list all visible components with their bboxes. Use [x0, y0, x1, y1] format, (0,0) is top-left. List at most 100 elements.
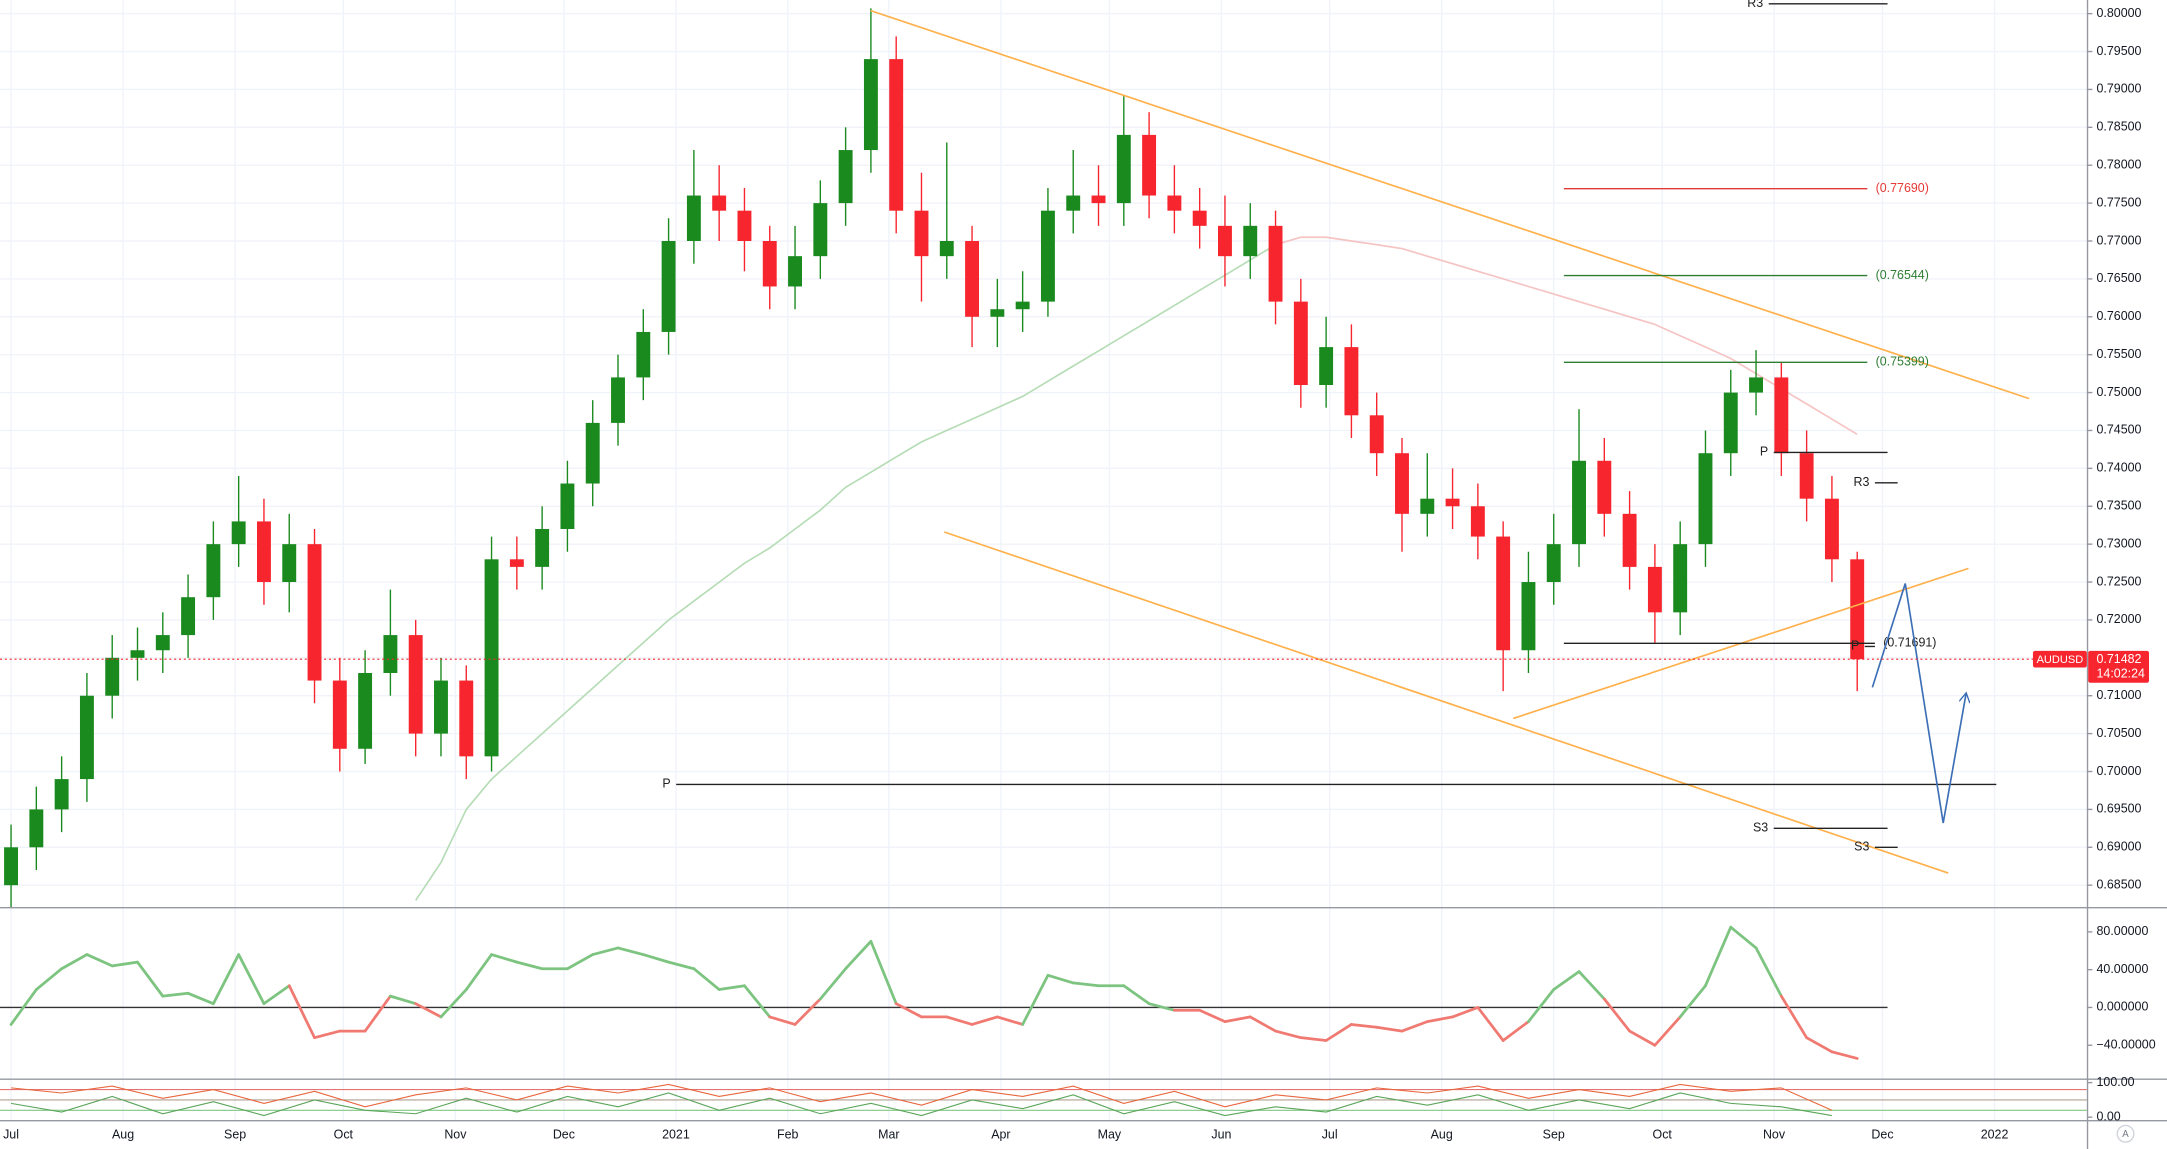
- candle-body: [535, 528, 550, 567]
- candle-body: [1496, 536, 1511, 651]
- candle-body: [1774, 377, 1789, 454]
- candle-body: [332, 680, 347, 749]
- x-tick-label: Aug: [112, 1127, 134, 1141]
- candle-body: [155, 635, 170, 651]
- candle-body: [863, 59, 878, 151]
- oscillator-segment: [1704, 925, 1733, 988]
- oscillator-segment: [9, 988, 38, 1026]
- x-tick-label: Nov: [1763, 1127, 1786, 1141]
- candle-body: [1470, 506, 1485, 537]
- x-tick-label: 2022: [1981, 1127, 2009, 1141]
- oscillator-segment: [591, 946, 620, 956]
- last-price-label: 0.71482: [2097, 652, 2142, 666]
- candle-body: [1597, 460, 1612, 514]
- symbol-badge: [2032, 650, 2087, 668]
- candle-body: [1116, 134, 1131, 204]
- oscillator-segment: [1350, 1023, 1379, 1029]
- oscillator-segment: [110, 960, 139, 968]
- x-tick-label: Oct: [1653, 1127, 1673, 1141]
- oscillator-segment: [1602, 997, 1631, 1033]
- pivot-label: (0.71691): [1883, 636, 1936, 650]
- oscillator-segment: [1147, 1002, 1176, 1012]
- oscillator-segment: [1451, 1006, 1480, 1019]
- pivot-label: (0.76544): [1876, 268, 1929, 282]
- candle-body: [79, 695, 94, 780]
- y-tick-label: 0.70000: [2097, 764, 2142, 778]
- pivot-label: (0.77690): [1876, 181, 1929, 195]
- oscillator-segment: [768, 1015, 797, 1026]
- y-tick-label: 0.78000: [2097, 157, 2142, 171]
- oscillator-segment: [970, 1015, 999, 1026]
- auto-scale-circle[interactable]: [2116, 1124, 2135, 1143]
- candle-body: [256, 521, 271, 583]
- candle-body: [54, 779, 69, 810]
- candle-body: [965, 241, 980, 317]
- pivot-label: P: [662, 777, 670, 791]
- oscillator-segment: [1628, 1029, 1657, 1047]
- oscillator-segment: [34, 967, 64, 991]
- candle-body: [1647, 566, 1662, 613]
- oscillator-segment: [211, 953, 241, 1006]
- candle-body: [1218, 225, 1232, 257]
- oscillator-segment: [1324, 1023, 1353, 1042]
- candle-body: [661, 241, 676, 332]
- oscillator-segment: [85, 953, 114, 968]
- auto-scale-label[interactable]: A: [2122, 1129, 2129, 1140]
- oscillator-segment: [616, 946, 645, 956]
- candle-body: [611, 377, 625, 423]
- y-tick-label: 0.72500: [2097, 574, 2142, 588]
- candle-body: [1420, 498, 1435, 514]
- x-tick-label: Mar: [878, 1127, 899, 1141]
- oscillator-segment: [439, 988, 468, 1019]
- y-tick-label: 100.00: [2097, 1075, 2135, 1089]
- candle-body: [889, 59, 904, 211]
- x-tick-label: Jun: [1211, 1127, 1231, 1141]
- candle-body: [1572, 460, 1586, 545]
- y-tick-label: 0.74000: [2097, 461, 2142, 475]
- candle-body: [1268, 225, 1283, 302]
- oscillator-segment: [186, 991, 215, 1006]
- candle-body: [1445, 498, 1460, 507]
- y-tick-label: 0.71000: [2097, 688, 2142, 702]
- y-tick-label: 0.80000: [2097, 6, 2142, 20]
- y-tick-label: 0.77000: [2097, 233, 2142, 247]
- y-tick-label: 0.00: [2097, 1109, 2121, 1123]
- y-tick-label: 0.74500: [2097, 423, 2142, 437]
- oscillator-segment: [1021, 973, 1050, 1026]
- pivot-label: P: [1851, 639, 1859, 653]
- y-tick-label: 0.72000: [2097, 612, 2142, 626]
- last-price-badge: [2088, 650, 2150, 683]
- candle-body: [4, 847, 19, 886]
- candle-body: [1066, 195, 1081, 211]
- stochastic-line: [10, 1092, 1832, 1117]
- trend-line: [943, 531, 1949, 874]
- candle-body: [1546, 544, 1561, 583]
- pivot-label: P: [1760, 445, 1768, 459]
- candle-body: [788, 256, 802, 287]
- overlay-line: [415, 244, 1277, 901]
- oscillator-segment: [995, 1015, 1025, 1026]
- candle-body: [1344, 347, 1359, 416]
- candle-body: [484, 559, 499, 757]
- projection-arrow: [1871, 583, 1966, 824]
- x-tick-label: Sep: [1543, 1127, 1565, 1141]
- oscillator-segment: [1527, 988, 1556, 1024]
- oscillator-segment: [869, 939, 898, 1006]
- candle-body: [307, 544, 322, 681]
- y-tick-label: 40.00000: [2097, 962, 2149, 976]
- trend-line: [870, 9, 2030, 400]
- candle-body: [560, 483, 575, 529]
- oscillator-segment: [1779, 994, 1809, 1040]
- x-tick-label: May: [1098, 1127, 1122, 1141]
- candle-body: [1622, 513, 1637, 567]
- oscillator-segment: [313, 1029, 342, 1040]
- auto-scale-button[interactable]: A: [2116, 1124, 2135, 1143]
- pivot-label: S3: [1854, 840, 1869, 854]
- oscillator-segment: [844, 939, 873, 971]
- candle-body: [1698, 453, 1713, 545]
- candle-body: [1167, 195, 1182, 211]
- oscillator-segment: [692, 967, 721, 991]
- candle-body: [990, 309, 1005, 317]
- oscillator-segment: [262, 984, 291, 1006]
